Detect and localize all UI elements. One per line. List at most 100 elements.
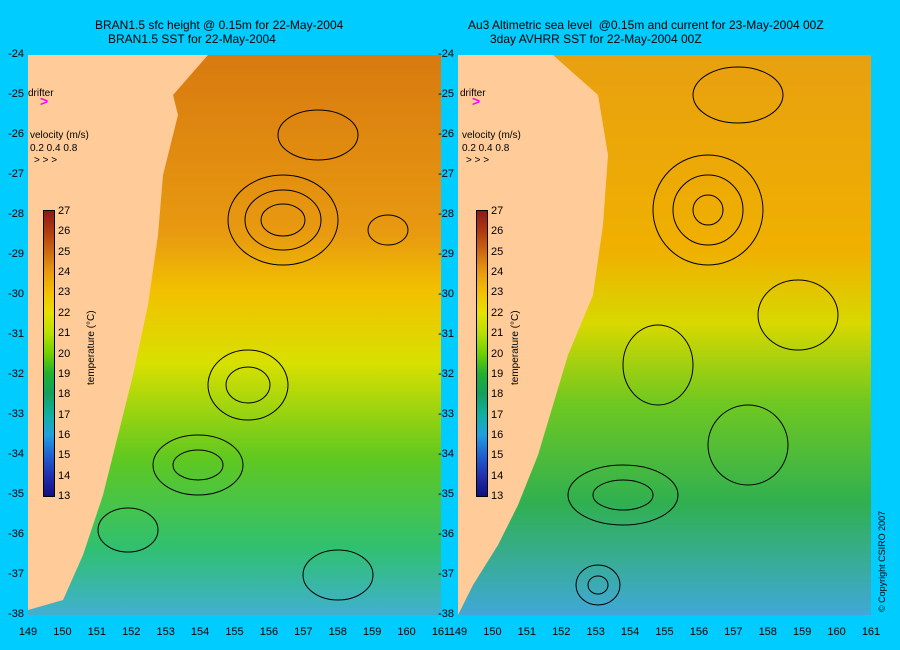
- colorbar-tick-label: 26: [491, 225, 504, 238]
- right-drifter-symbol: >: [472, 93, 481, 109]
- longitude-tick-label: 149: [18, 626, 38, 638]
- latitude-tick-label: -25: [8, 88, 24, 100]
- left-title-line2: BRAN1.5 SST for 22-May-2004: [108, 32, 276, 46]
- longitude-tick-label: 154: [190, 626, 210, 638]
- left-velocity-values: 0.2 0.4 0.8: [30, 143, 78, 154]
- latitude-tick-label: -29: [8, 248, 24, 260]
- longitude-tick-label: 149: [448, 626, 468, 638]
- longitude-tick-label: 153: [156, 626, 175, 638]
- left-map-image: [28, 55, 441, 615]
- right-velocity-arrows: > > >: [466, 155, 490, 166]
- colorbar-tick-label: 16: [58, 428, 71, 441]
- longitude-tick-label: 158: [758, 626, 777, 638]
- right-map-panel: [458, 55, 871, 615]
- right-title-line1: Au3 Altimetric sea level @0.15m and curr…: [468, 18, 824, 32]
- longitude-tick-label: 161: [861, 626, 881, 638]
- latitude-tick-label: -33: [8, 408, 24, 420]
- colorbar-tick-label: 25: [491, 245, 504, 258]
- colorbar-tick-label: 19: [491, 367, 504, 380]
- latitude-tick-label: -35: [438, 488, 454, 500]
- latitude-tick-label: -31: [438, 328, 454, 340]
- latitude-tick-label: -37: [8, 568, 24, 580]
- latitude-tick-label: -32: [438, 368, 454, 380]
- colorbar-tick-label: 18: [491, 388, 504, 401]
- longitude-tick-label: 159: [362, 626, 382, 638]
- latitude-tick-label: -25: [438, 88, 454, 100]
- colorbar-tick-label: 27: [491, 205, 504, 217]
- left-velocity-label: velocity (m/s): [30, 130, 89, 141]
- longitude-tick-label: 153: [586, 626, 605, 638]
- longitude-tick-label: 152: [552, 626, 571, 638]
- colorbar-tick-label: 27: [58, 205, 71, 217]
- colorbar-tick-label: 21: [491, 327, 504, 340]
- longitude-tick-label: 154: [620, 626, 640, 638]
- latitude-tick-label: -28: [438, 208, 454, 220]
- latitude-tick-label: -38: [438, 608, 454, 620]
- latitude-tick-label: -26: [8, 128, 24, 140]
- colorbar-tick-label: 20: [491, 347, 504, 360]
- right-map-image: [458, 55, 871, 615]
- longitude-tick-label: 151: [87, 626, 106, 638]
- latitude-tick-label: -30: [8, 288, 24, 300]
- longitude-tick-label: 150: [483, 626, 502, 638]
- right-velocity-label: velocity (m/s): [462, 130, 521, 141]
- right-velocity-values: 0.2 0.4 0.8: [462, 143, 510, 154]
- copyright-notice: © Copyright CSIRO 2007: [877, 510, 887, 612]
- right-title-line2: 3day AVHRR SST for 22-May-2004 00Z: [490, 32, 702, 46]
- latitude-tick-label: -24: [8, 48, 24, 60]
- longitude-tick-label: 157: [724, 626, 743, 638]
- longitude-tick-label: 155: [225, 626, 244, 638]
- latitude-tick-label: -34: [438, 448, 454, 460]
- latitude-tick-label: -36: [438, 528, 454, 540]
- colorbar-tick-label: 15: [491, 449, 504, 462]
- right-temperature-colorbar: [476, 210, 488, 497]
- colorbar-tick-label: 14: [58, 469, 71, 482]
- left-temperature-colorbar: [43, 210, 55, 497]
- colorbar-tick-label: 15: [58, 449, 71, 462]
- longitude-tick-label: 156: [689, 626, 709, 638]
- longitude-tick-label: 160: [827, 626, 846, 638]
- colorbar-tick-label: 14: [491, 469, 504, 482]
- colorbar-tick-label: 13: [491, 490, 504, 502]
- latitude-tick-label: -26: [438, 128, 454, 140]
- colorbar-tick-label: 22: [491, 306, 504, 319]
- longitude-tick-label: 155: [655, 626, 674, 638]
- latitude-tick-label: -29: [438, 248, 454, 260]
- left-drifter-label: drifter: [28, 88, 54, 99]
- colorbar-tick-label: 21: [58, 327, 71, 340]
- colorbar-tick-label: 16: [491, 428, 504, 441]
- colorbar-tick-label: 13: [58, 490, 71, 502]
- latitude-tick-label: -35: [8, 488, 24, 500]
- colorbar-tick-label: 25: [58, 245, 71, 258]
- colorbar-tick-label: 23: [491, 286, 504, 299]
- longitude-tick-label: 152: [122, 626, 141, 638]
- left-colorbar-title: temperature (°C): [86, 310, 97, 385]
- longitude-tick-label: 150: [53, 626, 72, 638]
- colorbar-tick-label: 20: [58, 347, 71, 360]
- colorbar-tick-label: 18: [58, 388, 71, 401]
- colorbar-tick-label: 24: [58, 266, 71, 279]
- colorbar-tick-label: 17: [58, 408, 71, 421]
- latitude-tick-label: -33: [438, 408, 454, 420]
- longitude-tick-label: 158: [328, 626, 347, 638]
- latitude-tick-label: -38: [8, 608, 24, 620]
- left-velocity-arrows: > > >: [34, 155, 58, 166]
- left-map-panel: [28, 55, 441, 615]
- latitude-tick-label: -32: [8, 368, 24, 380]
- longitude-tick-label: 157: [294, 626, 313, 638]
- colorbar-tick-label: 26: [58, 225, 71, 238]
- latitude-tick-label: -28: [8, 208, 24, 220]
- latitude-tick-label: -27: [8, 168, 24, 180]
- right-drifter-label: drifter: [460, 88, 486, 99]
- latitude-tick-label: -34: [8, 448, 24, 460]
- colorbar-tick-label: 23: [58, 286, 71, 299]
- latitude-tick-label: -27: [438, 168, 454, 180]
- latitude-tick-label: -24: [438, 48, 454, 60]
- colorbar-tick-label: 24: [491, 266, 504, 279]
- left-drifter-symbol: >: [40, 93, 49, 109]
- latitude-tick-label: -37: [438, 568, 454, 580]
- colorbar-tick-label: 17: [491, 408, 504, 421]
- colorbar-tick-label: 19: [58, 367, 71, 380]
- latitude-tick-label: -36: [8, 528, 24, 540]
- longitude-tick-label: 156: [259, 626, 279, 638]
